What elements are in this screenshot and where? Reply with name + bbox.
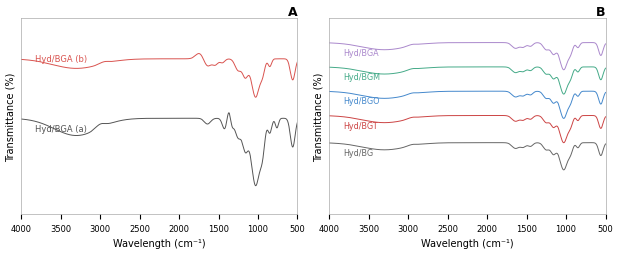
X-axis label: Wavelength (cm⁻¹): Wavelength (cm⁻¹) — [113, 239, 206, 248]
Text: Hyd/BG: Hyd/BG — [344, 148, 373, 157]
Text: Hyd/BGM: Hyd/BGM — [344, 73, 381, 82]
Text: Hyd/BGA (a): Hyd/BGA (a) — [35, 124, 87, 133]
Text: Hyd/BGO: Hyd/BGO — [344, 97, 380, 106]
Text: Hyd/BGA: Hyd/BGA — [344, 49, 379, 57]
Text: Hyd/BGT: Hyd/BGT — [344, 121, 378, 130]
Text: Hyd/BGA (b): Hyd/BGA (b) — [35, 55, 87, 64]
Y-axis label: Transmittance (%): Transmittance (%) — [6, 72, 15, 161]
Y-axis label: Transmittance (%): Transmittance (%) — [314, 72, 324, 161]
X-axis label: Wavelength (cm⁻¹): Wavelength (cm⁻¹) — [421, 239, 514, 248]
Text: B: B — [596, 6, 605, 19]
Text: A: A — [288, 6, 298, 19]
